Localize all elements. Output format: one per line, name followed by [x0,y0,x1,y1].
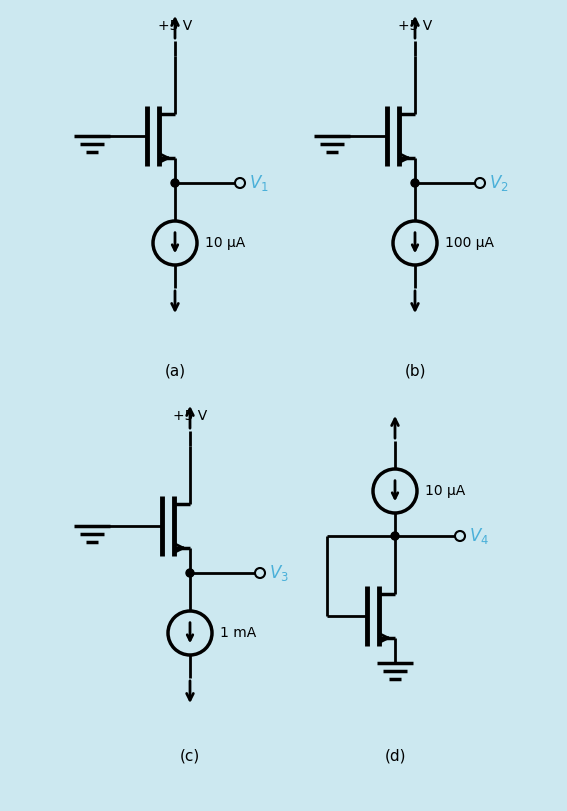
Text: (b): (b) [404,363,426,379]
Text: $V_3$: $V_3$ [269,563,289,583]
Circle shape [171,179,179,187]
Text: (c): (c) [180,749,200,763]
Text: $V_4$: $V_4$ [469,526,489,546]
Circle shape [186,569,194,577]
Text: +5 V: +5 V [158,19,192,33]
Text: $V_2$: $V_2$ [489,173,509,193]
Circle shape [411,179,419,187]
Text: 1 mA: 1 mA [220,626,256,640]
Text: +5 V: +5 V [173,409,207,423]
FancyBboxPatch shape [0,384,567,397]
Text: $V_1$: $V_1$ [249,173,269,193]
Text: 100 μA: 100 μA [445,236,494,250]
Text: (d): (d) [384,749,406,763]
Text: 10 μA: 10 μA [425,484,466,498]
Circle shape [391,532,399,540]
Text: (a): (a) [164,363,185,379]
Text: 10 μA: 10 μA [205,236,246,250]
Text: +5 V: +5 V [398,19,432,33]
